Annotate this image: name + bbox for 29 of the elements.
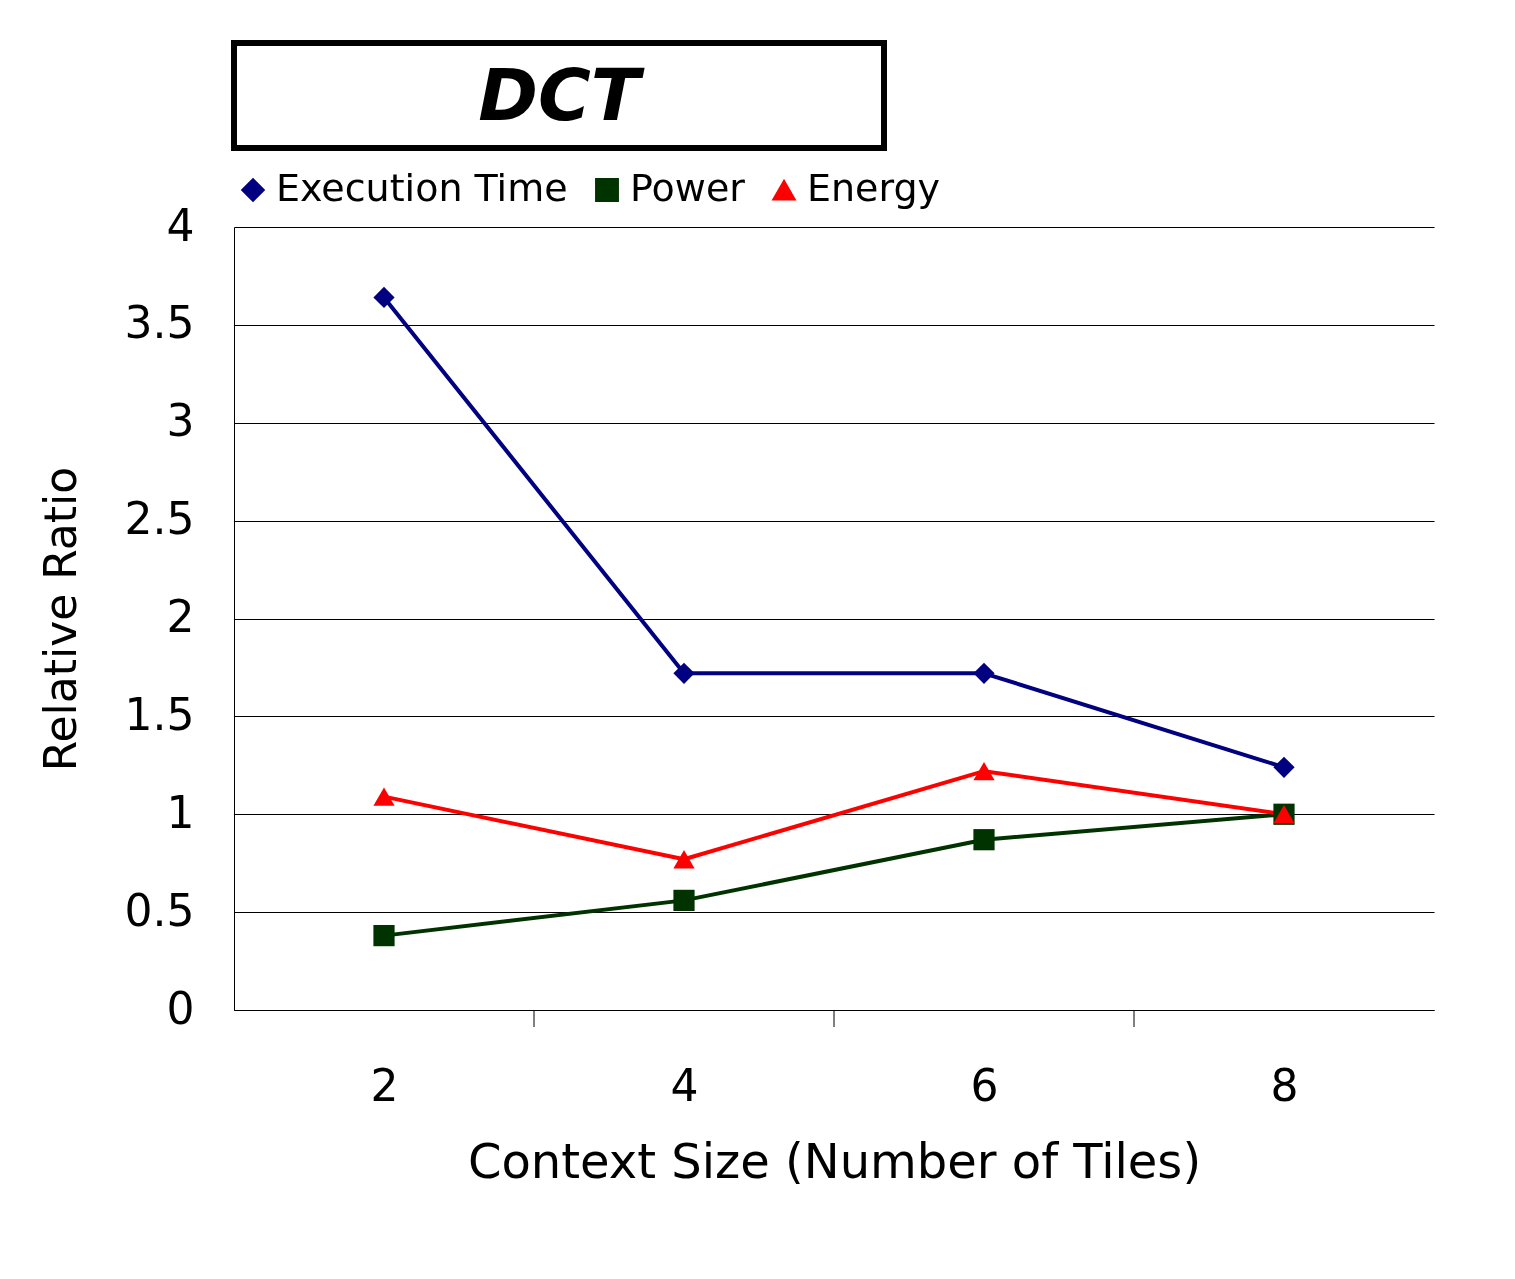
y-axis-title: Relative Ratio — [34, 466, 86, 772]
x-axis-title: Context Size (Number of Tiles) — [467, 1132, 1202, 1189]
y-tick-label: 1 — [166, 786, 195, 838]
point — [973, 829, 995, 851]
y-tick-label: 3 — [166, 395, 195, 447]
point — [973, 762, 995, 781]
x-tick-label: 4 — [670, 1059, 699, 1111]
legend-label: Power — [630, 166, 746, 210]
point — [373, 286, 395, 309]
chart-title: DCT — [478, 53, 645, 137]
legend-label: Execution Time — [276, 166, 568, 210]
y-tick-label: 4 — [166, 199, 195, 251]
point — [373, 925, 395, 947]
point — [673, 662, 695, 684]
x-tick-label: 6 — [970, 1059, 999, 1111]
point — [1273, 756, 1295, 778]
point — [673, 889, 695, 911]
y-tick-label: 2 — [166, 591, 195, 642]
y-tick-label: 3.5 — [124, 297, 195, 349]
y-tick-label: 0.5 — [124, 884, 195, 936]
point — [973, 662, 995, 684]
y-tick-label: 0 — [166, 982, 195, 1034]
x-tick-label: 2 — [370, 1059, 399, 1111]
legend-label: Energy — [807, 166, 941, 210]
point — [673, 850, 695, 869]
y-tick-label: 2.5 — [124, 493, 195, 545]
point — [373, 787, 395, 806]
y-tick-label: 1.5 — [124, 688, 195, 740]
x-tick-label: 8 — [1270, 1059, 1299, 1111]
